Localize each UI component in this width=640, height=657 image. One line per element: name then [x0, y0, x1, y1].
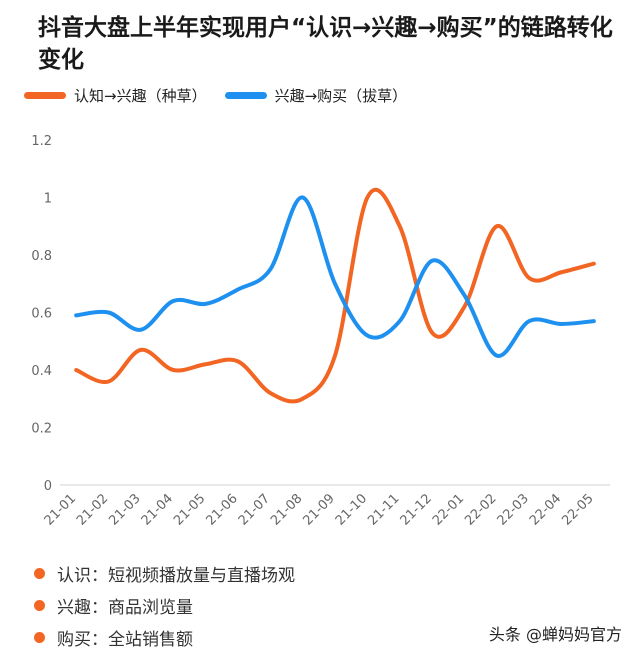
series-line-blue	[74, 195, 596, 358]
legend-label-orange: 认知→兴趣（种草）	[74, 87, 207, 105]
source-credit: 头条 @蝉妈妈官方	[488, 625, 622, 644]
y-tick-label: 0.6	[31, 307, 52, 322]
x-tick-label: 21-05	[171, 491, 208, 528]
note-text: 兴趣：商品浏览量	[57, 597, 193, 618]
x-tick-label: 21-10	[333, 491, 370, 528]
x-tick-label: 22-02	[462, 491, 499, 528]
x-tick-label: 21-02	[74, 491, 111, 528]
x-tick-label: 21-12	[398, 491, 435, 528]
note-item: 兴趣：商品浏览量	[34, 589, 295, 621]
x-tick-label: 21-07	[236, 491, 273, 528]
y-tick-label: 0	[44, 479, 52, 494]
x-tick-label: 22-03	[495, 491, 532, 528]
chart-legend: 认知→兴趣（种草） 兴趣→购买（拔草）	[24, 85, 425, 106]
legend-swatch-blue	[224, 92, 267, 99]
y-tick-label: 0.2	[31, 422, 52, 437]
bullet-dot-icon	[34, 567, 45, 579]
line-chart: 00.20.40.60.811.221-0121-0221-0321-0421-…	[31, 134, 610, 529]
note-text: 购买：全站销售额	[57, 629, 193, 650]
x-tick-label: 22-05	[559, 491, 596, 528]
x-tick-label: 21-06	[203, 491, 240, 528]
y-tick-label: 1	[44, 192, 52, 207]
notes-list: 认识：短视频播放量与直播场观 兴趣：商品浏览量 购买：全站销售额	[34, 557, 295, 653]
y-tick-label: 0.8	[31, 249, 52, 264]
note-item: 认识：短视频播放量与直播场观	[34, 557, 295, 589]
x-tick-label: 21-11	[365, 491, 402, 528]
legend-label-blue: 兴趣→购买（拔草）	[274, 87, 408, 105]
x-tick-label: 21-01	[42, 491, 79, 528]
x-tick-label: 22-01	[430, 491, 467, 528]
note-text: 认识：短视频播放量与直播场观	[57, 565, 295, 586]
bullet-dot-icon	[34, 631, 45, 643]
legend-swatch-orange	[24, 92, 66, 99]
chart-title: 抖音大盘上半年实现用户“认识→兴趣→购买”的链路转化变化	[38, 15, 613, 73]
legend-item-orange: 认知→兴趣（种草）	[24, 85, 207, 106]
x-tick-label: 22-04	[527, 491, 564, 528]
x-tick-label: 21-04	[139, 491, 176, 528]
y-tick-label: 1.2	[31, 134, 52, 149]
x-tick-label: 21-08	[268, 491, 305, 528]
x-tick-label: 21-09	[301, 491, 338, 528]
x-tick-label: 21-03	[106, 491, 143, 528]
note-item: 购买：全站销售额	[34, 621, 295, 653]
series-line-orange	[74, 187, 596, 404]
bullet-dot-icon	[34, 599, 45, 611]
y-tick-label: 0.4	[31, 364, 52, 379]
legend-item-blue: 兴趣→购买（拔草）	[224, 85, 408, 106]
